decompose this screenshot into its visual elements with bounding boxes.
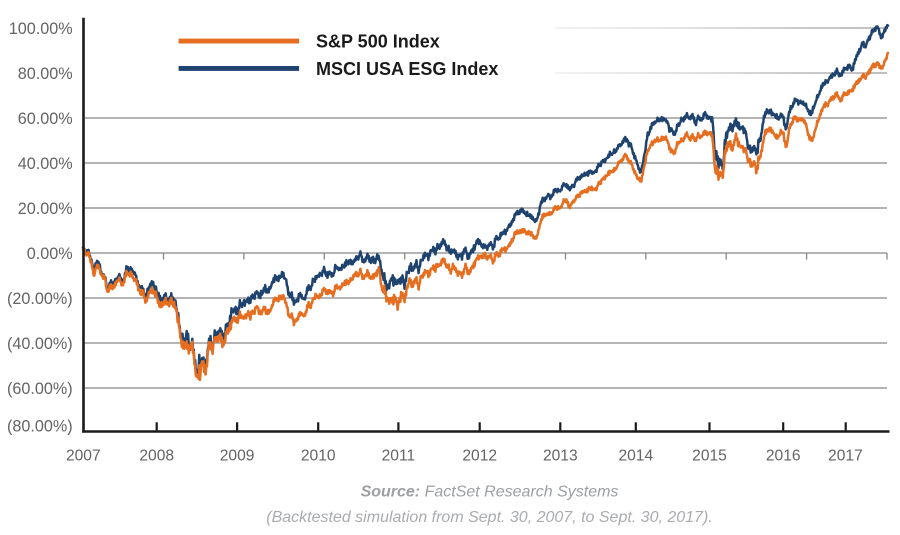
svg-text:2012: 2012	[462, 448, 497, 465]
svg-text:S&P 500 Index: S&P 500 Index	[316, 31, 440, 51]
svg-text:2014: 2014	[618, 448, 653, 465]
svg-text:(Backtested simulation from Se: (Backtested simulation from Sept. 30, 20…	[266, 509, 712, 526]
svg-text:2011: 2011	[382, 448, 416, 465]
svg-text:100.00%: 100.00%	[9, 20, 73, 38]
svg-text:0.00%: 0.00%	[27, 245, 73, 263]
svg-text:2013: 2013	[543, 448, 578, 465]
svg-text:(40.00%): (40.00%)	[7, 335, 73, 353]
svg-text:2016: 2016	[766, 448, 801, 465]
svg-text:60.00%: 60.00%	[18, 110, 73, 128]
svg-text:2009: 2009	[220, 448, 255, 465]
svg-text:MSCI USA ESG Index: MSCI USA ESG Index	[316, 59, 498, 79]
svg-text:80.00%: 80.00%	[18, 65, 73, 83]
svg-text:2010: 2010	[301, 448, 336, 465]
svg-text:40.00%: 40.00%	[18, 155, 73, 173]
svg-text:2015: 2015	[692, 448, 727, 465]
svg-text:Source: FactSet Research Syste: Source: FactSet Research Systems	[361, 483, 619, 500]
svg-text:(60.00%): (60.00%)	[7, 380, 73, 398]
svg-text:(20.00%): (20.00%)	[7, 290, 73, 308]
svg-text:2007: 2007	[66, 448, 101, 465]
svg-text:2017: 2017	[828, 448, 863, 465]
svg-text:20.00%: 20.00%	[18, 200, 73, 218]
svg-text:2008: 2008	[139, 448, 174, 465]
svg-text:(80.00%): (80.00%)	[7, 418, 73, 436]
